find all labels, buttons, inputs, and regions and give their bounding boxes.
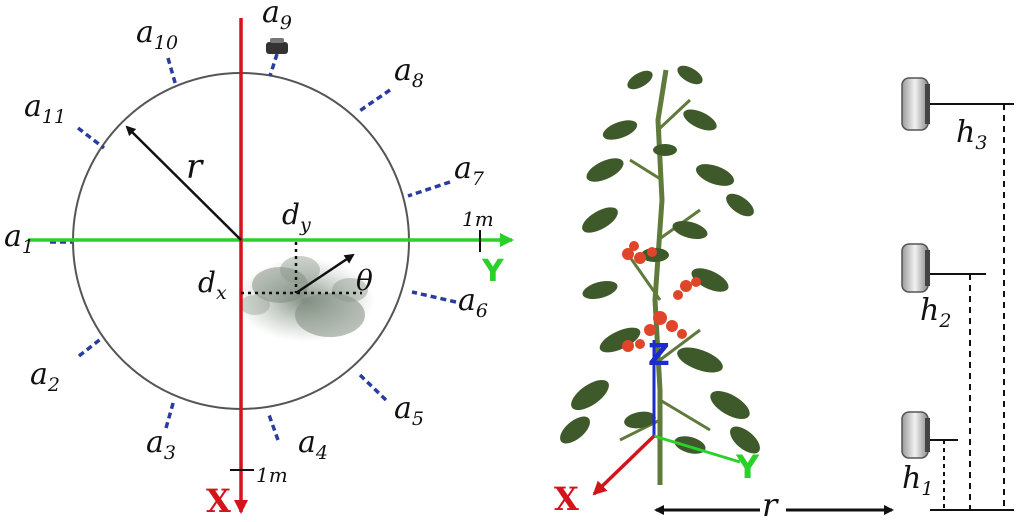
x-axis-label: X — [206, 482, 231, 520]
height-label-h3: h3 — [956, 115, 987, 154]
plant-point-cloud — [235, 256, 375, 342]
plant-y-axis-label: Y — [735, 448, 760, 486]
tomato-plant-illustration — [560, 65, 760, 485]
side-view-diagram: Z Y X r h3 h2 h1 — [554, 65, 1014, 522]
radius-arrow — [125, 125, 242, 241]
top-view-diagram: r θ dx dy Y X 1m 1m a1 a2 a3 a4 a5 a6 a7… — [4, 0, 514, 520]
dx-label: dx — [198, 266, 227, 304]
camera-icon — [901, 77, 930, 131]
camera-ray-a9 — [268, 53, 279, 77]
camera-label-a7: a7 — [454, 151, 485, 190]
camera-label-a6: a6 — [458, 283, 488, 322]
x-scale-label: 1m — [256, 463, 288, 487]
camera-label-a3: a3 — [146, 425, 176, 464]
plant-x-axis-arrow — [592, 434, 656, 496]
camera-ray-a7 — [407, 180, 451, 198]
plant-y-axis-arrow — [653, 434, 741, 464]
camera-icon — [901, 243, 930, 293]
camera-label-a9: a9 — [262, 0, 292, 34]
y-scale-label: 1m — [462, 207, 494, 231]
z-axis-label: Z — [648, 338, 670, 373]
theta-label: θ — [356, 264, 373, 297]
height-label-h2: h2 — [920, 293, 951, 332]
y-axis-label: Y — [481, 254, 505, 289]
camera-label-a10: a10 — [136, 15, 178, 54]
camera-label-a4: a4 — [298, 425, 328, 464]
camera-ray-a6 — [411, 290, 457, 304]
radius-label: r — [186, 147, 204, 187]
camera-icon — [901, 411, 930, 459]
camera-ray-a11 — [76, 126, 106, 150]
plant-x-axis-label: X — [554, 480, 579, 518]
camera-label-a5: a5 — [394, 391, 424, 430]
camera-label-a1: a1 — [4, 219, 34, 258]
camera-icon — [266, 38, 288, 54]
theta-arrow — [295, 253, 355, 295]
camera-ray-a4 — [266, 411, 280, 441]
camera-ray-a10 — [166, 57, 178, 87]
distance-label: r — [762, 486, 779, 522]
camera-ray-a2 — [77, 336, 104, 358]
camera-ray-a3 — [164, 399, 176, 429]
camera-rays — [50, 53, 457, 441]
height-label-h1: h1 — [902, 461, 933, 500]
camera-ray-a5 — [358, 373, 388, 402]
camera-label-a8: a8 — [394, 53, 424, 92]
camera-label-a2: a2 — [30, 357, 60, 396]
dy-label: dy — [282, 198, 311, 236]
camera-ray-a8 — [357, 88, 391, 114]
camera-label-a11: a11 — [24, 89, 66, 128]
